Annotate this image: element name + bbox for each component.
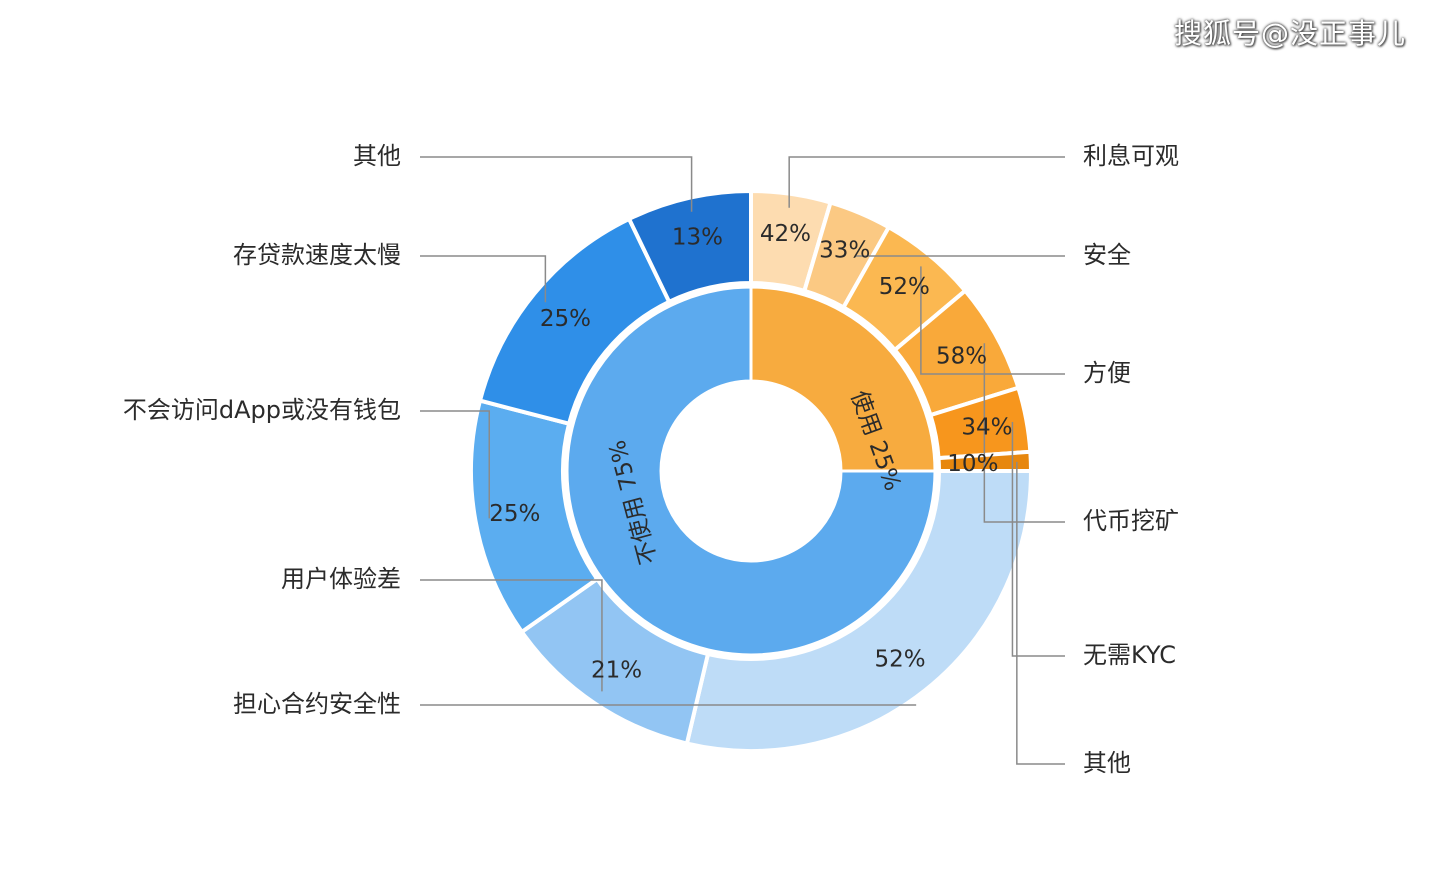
outer-segment-label: 25%	[489, 501, 540, 527]
outer-segment-label: 58%	[936, 343, 987, 369]
leader-line	[1016, 461, 1065, 765]
inner-ring	[565, 285, 937, 657]
category-label: 利息可观	[1083, 142, 1179, 170]
watermark: 搜狐号@没正事儿	[1173, 17, 1406, 50]
outer-ring	[469, 188, 1034, 753]
leader-lines	[420, 156, 1065, 765]
category-label: 存贷款速度太慢	[233, 241, 401, 269]
outer-segment-label: 42%	[760, 221, 811, 247]
category-label: 安全	[1083, 241, 1131, 269]
category-label: 代币挖矿	[1083, 507, 1179, 535]
leader-line	[983, 343, 1065, 523]
leader-line	[420, 156, 693, 212]
outer-segment-label: 34%	[961, 414, 1012, 440]
outer-segment-label: 21%	[591, 657, 642, 683]
outer-segment-label: 52%	[879, 274, 930, 300]
outer-segment	[684, 469, 1034, 753]
category-label: 用户体验差	[281, 565, 401, 593]
inner-segment	[565, 285, 937, 657]
leader-line	[920, 266, 1065, 375]
outer-segment-label: 13%	[672, 225, 723, 251]
outer-segment-label: 52%	[874, 647, 925, 673]
category-label: 不会访问dApp或没有钱包	[123, 396, 401, 424]
outer-segment-label: 25%	[540, 306, 591, 332]
outer-segment-label: 10%	[947, 451, 998, 477]
category-label: 其他	[353, 142, 401, 170]
leader-line	[420, 410, 491, 519]
leader-line	[420, 579, 603, 692]
outer-segment	[626, 188, 753, 305]
leader-line	[1011, 422, 1065, 657]
category-label: 无需KYC	[1083, 641, 1176, 669]
category-label: 其他	[1083, 749, 1131, 777]
category-label: 担心合约安全性	[233, 690, 401, 718]
outer-segment-label: 33%	[819, 238, 870, 264]
inner-segment	[749, 285, 937, 473]
category-label: 方便	[1083, 359, 1131, 387]
leader-line	[420, 255, 547, 303]
leader-line	[788, 156, 1065, 208]
